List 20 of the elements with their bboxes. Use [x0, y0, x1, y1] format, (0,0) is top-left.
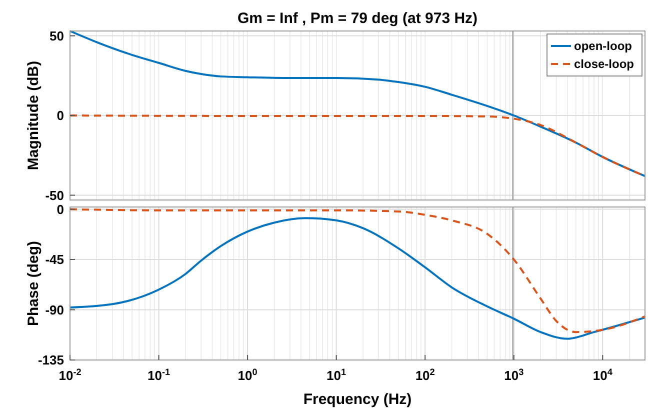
y-tick-label: 50	[50, 28, 64, 44]
x-tick-label: 10$^{1}$	[326, 367, 346, 383]
y-tick-label: -45	[45, 252, 64, 268]
y-tick-label: -135	[38, 352, 64, 368]
chart-title: Gm = Inf , Pm = 79 deg (at 973 Hz)	[237, 10, 478, 27]
x-tick-label: 10$^{-2}$	[58, 367, 82, 383]
y-axis-title: Magnitude (dB)	[25, 60, 42, 170]
x-axis-title: Frequency (Hz)	[303, 391, 412, 408]
y-tick-label: -90	[45, 302, 64, 318]
x-tick-label: 10$^{-1}$	[147, 367, 170, 383]
legend-label: open-loop	[574, 39, 632, 54]
x-tick-label: 10$^{3}$	[504, 367, 524, 383]
x-tick-label: 10$^{2}$	[415, 367, 435, 383]
y-tick-label: 0	[56, 108, 64, 124]
y-tick-label: 0	[56, 202, 64, 217]
y-tick-label: -50	[45, 188, 64, 203]
y-axis-title: Phase (deg)	[25, 240, 42, 326]
legend-label: close-loop	[574, 57, 634, 72]
x-tick-label: 10$^{4}$	[592, 367, 614, 383]
x-tick-label: 10$^{0}$	[238, 367, 258, 383]
